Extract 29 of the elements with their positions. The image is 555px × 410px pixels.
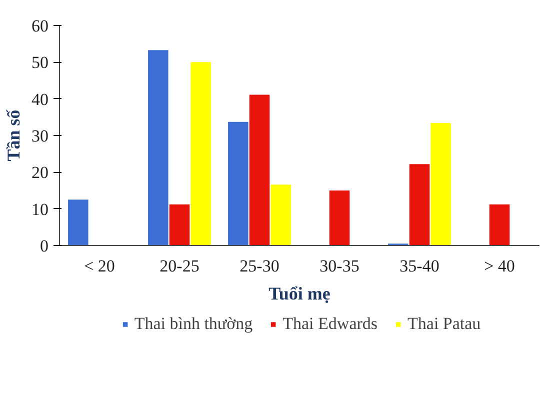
bar	[329, 190, 350, 246]
bar	[169, 204, 190, 246]
y-tick-label: 40	[32, 90, 48, 109]
y-tick-label: 50	[32, 53, 48, 72]
legend-label: Thai Edwards	[282, 314, 378, 334]
y-tick-label: 30	[32, 126, 48, 146]
bar	[249, 94, 270, 246]
x-tick-label: 20-25	[160, 256, 200, 276]
x-tick-label: 30-35	[320, 256, 360, 276]
legend-label: Thai Patau	[408, 314, 481, 334]
bar	[430, 123, 451, 246]
bar	[270, 184, 291, 246]
bar	[68, 200, 88, 246]
y-tick-label: 60	[32, 16, 48, 36]
bar	[409, 164, 430, 246]
x-tick-label: 25-30	[240, 256, 280, 276]
legend-label: Thai bình thường	[134, 314, 253, 334]
y-tick-label: 0	[40, 236, 48, 256]
x-axis-title: Tuổi mẹ	[268, 284, 330, 304]
y-axis-title: Tần số	[4, 108, 24, 162]
x-tick-label: 35-40	[400, 256, 440, 276]
bar	[228, 122, 248, 246]
bar	[190, 62, 211, 246]
x-tick-label: < 20	[84, 256, 115, 276]
y-tick-label: 20	[32, 163, 48, 182]
y-tick-label: 10	[32, 200, 48, 219]
bar	[489, 204, 510, 246]
x-tick-label: > 40	[484, 256, 515, 276]
bar	[148, 50, 168, 246]
